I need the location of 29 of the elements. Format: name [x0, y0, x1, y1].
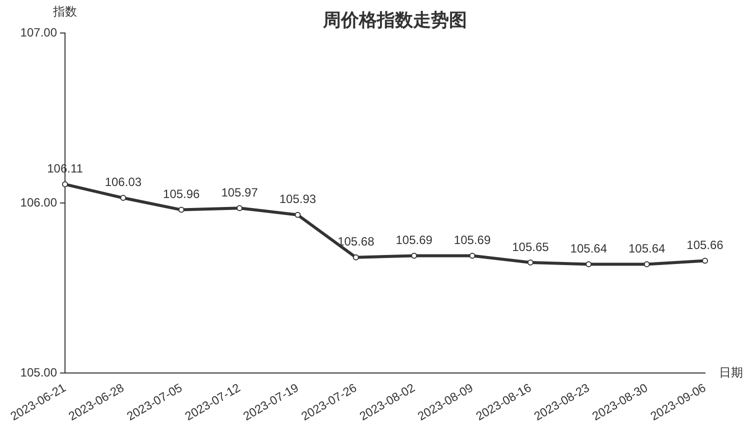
point [469, 252, 476, 259]
data-label: 105.97 [221, 185, 258, 200]
point [178, 206, 184, 213]
data-label: 105.64 [570, 242, 608, 256]
point [294, 212, 301, 218]
data-label: 105.68 [338, 234, 375, 249]
point [411, 252, 418, 259]
point [236, 205, 243, 212]
data-label: 105.66 [686, 238, 724, 252]
point [527, 260, 534, 266]
point [644, 261, 650, 268]
data-label: 105.93 [279, 192, 316, 206]
y-tick-label: 105.00 [20, 365, 58, 380]
data-label: 105.64 [628, 242, 666, 256]
y-tick-label: 106.00 [20, 195, 58, 210]
y-axis-title: 指数 [52, 4, 77, 18]
point [702, 258, 708, 264]
data-label: 105.65 [512, 240, 550, 254]
data-label: 105.96 [163, 187, 200, 202]
data-label: 105.69 [454, 233, 491, 248]
y-tick-label: 107.00 [20, 25, 58, 40]
point [352, 254, 359, 260]
point [62, 181, 68, 188]
point [120, 194, 126, 201]
x-axis-title: 日期 [719, 365, 743, 380]
data-label: 106.03 [104, 175, 142, 190]
data-label: 105.69 [396, 233, 433, 248]
chart-title: 周价格指数走势图 [322, 10, 467, 30]
point [586, 261, 592, 268]
